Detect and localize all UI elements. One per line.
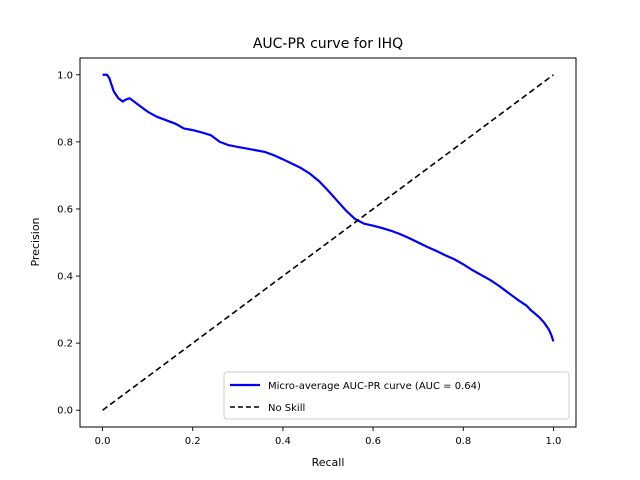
y-tick-label: 1.0 xyxy=(57,70,73,81)
legend-entry-no-skill: No Skill xyxy=(268,403,305,414)
x-tick-label: 1.0 xyxy=(546,436,562,447)
x-tick-label: 0.6 xyxy=(365,436,381,447)
x-tick-label: 0.4 xyxy=(275,436,291,447)
series-layer xyxy=(102,73,555,411)
y-tick-label: 0.2 xyxy=(57,339,73,350)
y-axis-ticks: 0.0 0.2 0.4 0.6 0.8 1.0 xyxy=(57,70,80,417)
y-axis-label: Precision xyxy=(29,217,42,266)
no-skill-line xyxy=(102,74,554,411)
x-axis-label: Recall xyxy=(312,456,345,469)
pr-curve-line xyxy=(102,73,555,342)
y-tick-label: 0.8 xyxy=(57,137,73,148)
y-tick-label: 0.0 xyxy=(57,406,73,417)
x-tick-label: 0.8 xyxy=(455,436,471,447)
x-tick-label: 0.0 xyxy=(95,436,111,447)
legend-box xyxy=(223,371,570,420)
y-tick-label: 0.4 xyxy=(57,272,73,283)
x-tick-label: 0.2 xyxy=(185,436,201,447)
x-axis-ticks: 0.0 0.2 0.4 0.6 0.8 1.0 xyxy=(95,427,562,447)
axes-frame xyxy=(79,57,577,428)
chart-title: AUC-PR curve for IHQ xyxy=(253,36,403,52)
plot-area xyxy=(79,57,577,428)
legend: Micro-average AUC-PR curve (AUC = 0.64) … xyxy=(223,371,570,420)
legend-entry-pr-curve: Micro-average AUC-PR curve (AUC = 0.64) xyxy=(268,381,481,392)
y-tick-label: 0.6 xyxy=(57,204,73,215)
